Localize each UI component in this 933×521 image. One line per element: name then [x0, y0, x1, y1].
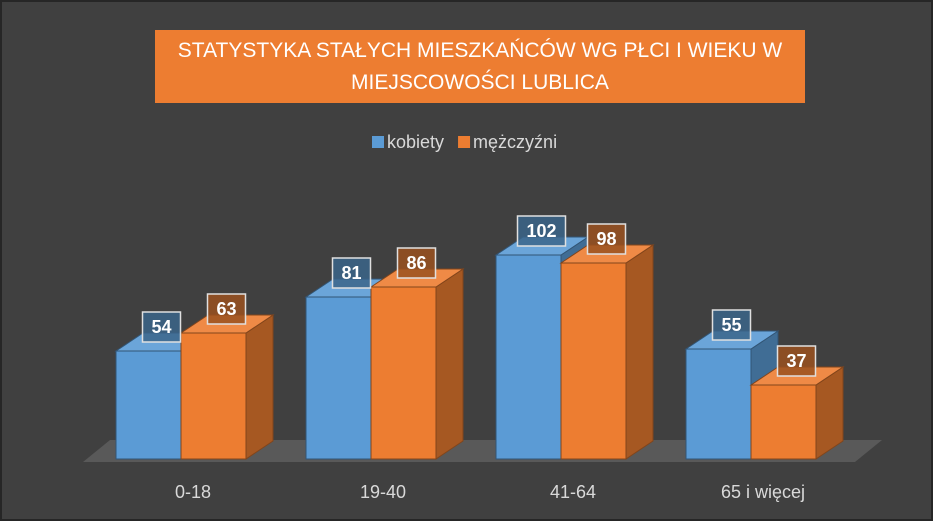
- bar-side: [245, 314, 274, 460]
- bar: [370, 286, 437, 460]
- data-label: 55: [721, 315, 741, 335]
- bar: [305, 296, 372, 460]
- x-tick-label: 19-40: [360, 482, 406, 502]
- x-tick-label: 41-64: [550, 482, 596, 502]
- data-label-box: [396, 247, 437, 279]
- data-label: 102: [526, 221, 556, 241]
- floor: [83, 440, 882, 462]
- data-label: 81: [341, 263, 361, 283]
- x-tick-label: 65 i więcej: [721, 482, 805, 502]
- bar-side: [435, 268, 464, 460]
- data-label: 63: [216, 299, 236, 319]
- title-container: STATYSTYKA STAŁYCH MIESZKAŃCÓW WG PŁCI I…: [177, 39, 783, 94]
- bar: [180, 332, 247, 460]
- bar: [685, 348, 752, 460]
- data-label-box: [586, 223, 627, 255]
- data-label-box: [711, 309, 752, 341]
- chart-title: STATYSTYKA STAŁYCH MIESZKAŃCÓW WG PŁCI I…: [177, 39, 783, 94]
- bar: [560, 262, 627, 460]
- data-label-box: [206, 293, 247, 325]
- legend-label: mężczyźni: [473, 132, 557, 152]
- legend-swatch: [372, 136, 384, 148]
- data-label-box: [516, 215, 567, 247]
- data-label: 54: [151, 317, 171, 337]
- bar: [495, 254, 562, 460]
- x-tick-label: 0-18: [175, 482, 211, 502]
- title-box: [155, 30, 805, 103]
- legend-swatch: [458, 136, 471, 148]
- data-label-box: [776, 345, 817, 377]
- data-label: 98: [596, 229, 616, 249]
- data-label: 86: [406, 253, 426, 273]
- data-label-box: [331, 257, 372, 289]
- legend-label: kobiety: [387, 132, 444, 152]
- bar: [750, 384, 817, 460]
- bar-side: [625, 244, 654, 460]
- data-label-box: [141, 311, 182, 343]
- data-label: 37: [786, 351, 806, 371]
- bar: [115, 350, 182, 460]
